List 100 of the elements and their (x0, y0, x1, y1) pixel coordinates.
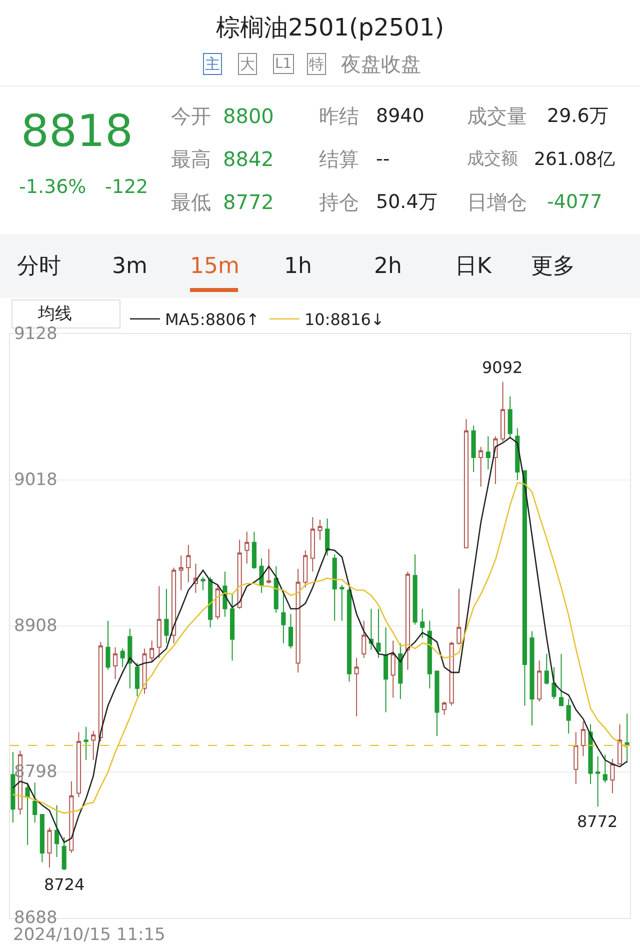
candlestick (500, 381, 506, 442)
text: 主 (205, 55, 220, 73)
text: 8842 (223, 147, 274, 171)
text: 8772 (223, 190, 274, 214)
candlestick (617, 724, 622, 765)
candlestick (84, 726, 88, 761)
candlestick (412, 554, 418, 626)
candlestick (76, 732, 82, 798)
candlestick (530, 630, 534, 726)
text: 最低 (171, 190, 211, 214)
text: L1 (275, 56, 292, 72)
candlestick (456, 588, 462, 646)
candlestick (325, 518, 330, 556)
candlestick (405, 571, 410, 670)
legend-label: 10:8816↓ (304, 310, 384, 330)
candlestick (237, 539, 242, 610)
candlestick (464, 418, 469, 548)
candlestick (544, 653, 549, 685)
text: 成交额 (467, 149, 518, 169)
candlestick (156, 586, 162, 658)
candlestick (384, 626, 388, 713)
candlestick (354, 657, 359, 717)
candlestick (588, 724, 593, 784)
candlestick (522, 470, 528, 706)
candlestick (398, 642, 403, 700)
text: 成交量 (467, 104, 527, 128)
candlestick (602, 754, 608, 784)
annotation: 8724 (44, 875, 85, 894)
candlestick (558, 653, 564, 706)
candlestick (340, 584, 344, 622)
text: 2024/10/15 11:15 (13, 925, 166, 945)
candlestick (420, 608, 425, 638)
candlestick (10, 752, 16, 823)
text: 15m (190, 254, 240, 279)
candlestick (310, 516, 315, 572)
candlestick (332, 554, 337, 622)
candlestick (449, 641, 454, 706)
text: 3m (112, 254, 148, 279)
candlestick (112, 646, 118, 680)
candlestick (274, 566, 278, 614)
text: 8818 (21, 106, 133, 157)
text: 大 (240, 55, 255, 73)
candlestick (288, 614, 294, 650)
text: -122 (105, 176, 148, 198)
annotation: 9092 (482, 358, 523, 377)
candlestick (376, 608, 381, 658)
text: 昨结 (319, 104, 359, 128)
candlestick (215, 584, 220, 620)
text: -1.36% (19, 176, 86, 198)
candlestick (142, 648, 147, 694)
candlestick (296, 568, 300, 673)
candlestick (624, 713, 630, 764)
text: 分时 (17, 254, 61, 279)
text: 结算 (319, 147, 359, 171)
candlestick (200, 576, 206, 591)
text: 日增仓 (467, 190, 527, 214)
text: -4077 (547, 191, 602, 213)
text: 今开 (171, 104, 211, 128)
text: 261.08亿 (534, 149, 615, 170)
candlestick (47, 827, 52, 868)
candlestick (596, 756, 600, 808)
candlestick (244, 531, 250, 564)
text: -- (376, 148, 390, 170)
candlestick (362, 620, 366, 658)
candlestick (128, 628, 132, 689)
candlestick (69, 780, 74, 854)
candlestick (281, 594, 286, 644)
candlestick (566, 698, 571, 734)
candlestick (98, 641, 103, 742)
text: 最高 (171, 147, 211, 171)
legend-label: MA5:8806↑ (165, 310, 260, 330)
y-tick-label: 9128 (14, 324, 58, 344)
candlestick (266, 548, 272, 584)
text: 2h (374, 254, 402, 279)
text: 均线 (37, 304, 72, 324)
candlestick (252, 531, 256, 570)
text: 日K (455, 254, 492, 279)
candlestick (471, 425, 476, 473)
y-tick-label: 8688 (14, 908, 58, 928)
candlestick (486, 436, 490, 470)
candlestick (25, 782, 30, 846)
candlestick (230, 594, 235, 662)
candlestick (120, 648, 125, 668)
text: 8800 (223, 104, 274, 128)
chart-title: 棕榈油2501(p2501) (216, 13, 444, 42)
text: 1h (284, 254, 312, 279)
candlestick (346, 588, 352, 682)
candlestick (62, 836, 66, 871)
candlestick (508, 396, 512, 438)
candlestick (164, 588, 169, 644)
candlestick (478, 446, 484, 488)
candlestick (171, 567, 176, 644)
candlestick (610, 758, 615, 794)
text: 50.4万 (376, 191, 438, 213)
candlestick (390, 640, 396, 698)
candlestick (580, 721, 586, 757)
candlestick (574, 732, 578, 784)
candlestick (106, 620, 110, 670)
candlestick (303, 550, 308, 588)
candlestick (427, 620, 432, 689)
